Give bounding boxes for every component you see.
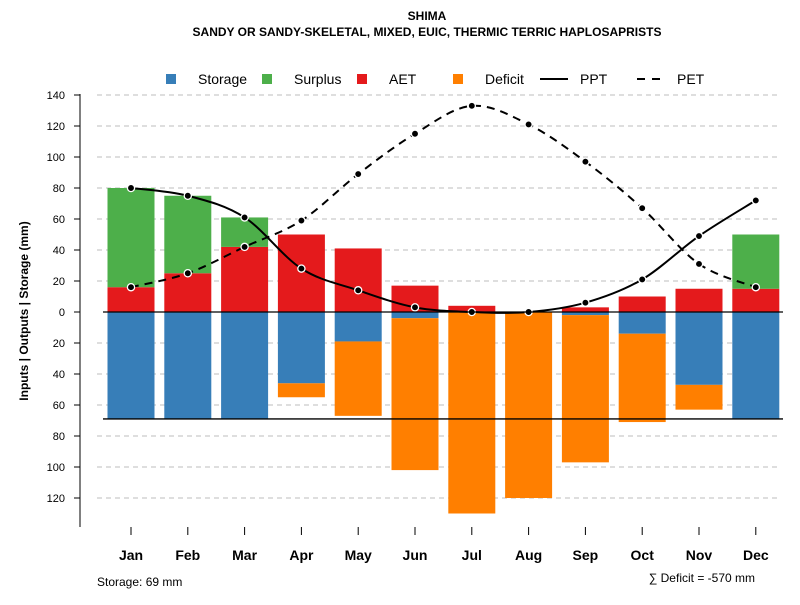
surplus-bar [732, 234, 780, 289]
pet-point [467, 101, 477, 111]
surplus-bar [107, 188, 155, 288]
axes: 140 120 100 80 60 40 20 0 20 40 60 80 100 120 Jan Feb Ma… [47, 90, 783, 563]
storage-bar [164, 312, 212, 419]
pet-point [410, 129, 420, 138]
ppt-point [410, 303, 420, 312]
legend: Storage Surplus AET Deficit PPT PET [166, 71, 705, 87]
pet-point [581, 157, 590, 166]
storage-annotation: Storage: 69 mm [97, 575, 182, 589]
x-tick-label: Jun [403, 547, 428, 563]
legend-swatch-deficit [453, 74, 463, 84]
storage-bar [618, 312, 666, 334]
x-tick-label: May [345, 547, 372, 563]
ppt-point [353, 286, 363, 295]
gridlines [97, 94, 780, 499]
legend-label-pet: PET [677, 71, 705, 87]
y-tick-label: 140 [47, 90, 65, 102]
x-tick-label: Apr [289, 547, 314, 563]
x-tick-label: Dec [743, 547, 769, 563]
y-tick-label: 80 [53, 431, 65, 443]
y-tick-label: 0 [59, 307, 65, 319]
aet-bar [221, 246, 269, 312]
legend-label-surplus: Surplus [294, 71, 341, 87]
y-tick-label: 20 [53, 338, 65, 350]
storage-bar [391, 312, 439, 319]
deficit-bar [505, 312, 553, 498]
pet-point [126, 282, 136, 292]
ppt-point [240, 213, 249, 222]
aet-bar [675, 288, 723, 312]
ppt-point [751, 196, 761, 205]
ppt-point [637, 275, 647, 284]
x-tick-label: Jul [462, 547, 482, 563]
storage-bar [277, 312, 325, 384]
surplus-bar [221, 217, 269, 247]
y-tick-label: 20 [53, 276, 65, 288]
x-tick-label: Aug [515, 547, 542, 563]
storage-bar [675, 312, 723, 385]
legend-swatch-storage [166, 74, 176, 84]
aet-bar [618, 296, 666, 312]
storage-bar [732, 312, 780, 419]
ppt-point [183, 191, 193, 200]
aet-bar [334, 248, 382, 312]
ppt-point [297, 264, 306, 273]
deficit-bar [448, 312, 496, 514]
y-tick-label: 120 [47, 493, 65, 505]
chart-subtitle: SANDY OR SANDY-SKELETAL, MIXED, EUIC, TH… [193, 25, 662, 39]
y-tick-label: 100 [47, 152, 65, 164]
pet-point [524, 120, 533, 129]
aet-bar [732, 288, 780, 312]
x-tick-label: Mar [232, 547, 257, 563]
deficit-bar [561, 315, 609, 463]
ppt-point [581, 298, 590, 307]
y-tick-label: 80 [53, 183, 65, 195]
bars [107, 188, 780, 514]
chart-title: SHIMA [408, 9, 447, 23]
y-tick-label: 60 [53, 214, 65, 226]
pet-point [297, 216, 306, 225]
legend-label-deficit: Deficit [485, 71, 524, 87]
deficit-bar [675, 384, 723, 410]
pet-point [694, 259, 704, 269]
storage-bar [561, 312, 609, 316]
surplus-bar [164, 195, 212, 274]
lines [126, 101, 761, 317]
x-tick-label: Sep [573, 547, 599, 563]
x-tick-label: Feb [175, 547, 200, 563]
pet-point [240, 242, 249, 252]
ppt-point [694, 231, 704, 241]
legend-label-aet: AET [389, 71, 417, 87]
y-tick-label: 40 [53, 369, 65, 381]
aet-bar [561, 307, 609, 312]
y-tick-label: 40 [53, 245, 65, 257]
x-tick-label: Jan [119, 547, 143, 563]
deficit-bar [618, 333, 666, 423]
legend-swatch-surplus [262, 74, 272, 84]
deficit-annotation: ∑ Deficit = -570 mm [649, 571, 755, 585]
storage-bar [221, 312, 269, 419]
legend-label-storage: Storage [198, 71, 247, 87]
deficit-bar [334, 341, 382, 416]
pet-point [183, 268, 193, 278]
aet-bar [164, 273, 212, 312]
pet-point [637, 203, 647, 213]
legend-swatch-aet [357, 74, 367, 84]
x-tick-label: Oct [631, 547, 655, 563]
pet-point [751, 282, 761, 292]
y-axis-label: Inputs | Outputs | Storage (mm) [17, 221, 31, 400]
legend-label-ppt: PPT [580, 71, 608, 87]
y-tick-label: 60 [53, 400, 65, 412]
storage-bar [107, 312, 155, 419]
ppt-point [126, 183, 136, 193]
x-tick-label: Nov [686, 547, 713, 563]
storage-bar [334, 312, 382, 342]
deficit-bar [391, 318, 439, 471]
deficit-bar [277, 383, 325, 398]
pet-point [353, 169, 363, 179]
y-tick-label: 100 [47, 462, 65, 474]
aet-bar [277, 234, 325, 312]
y-tick-label: 120 [47, 121, 65, 133]
